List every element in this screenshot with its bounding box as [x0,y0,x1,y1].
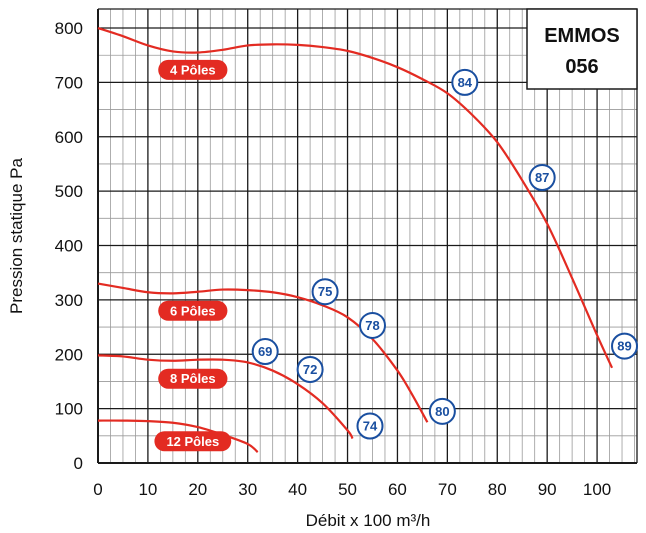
efficiency-marker-label: 78 [365,318,379,333]
efficiency-markers: 84 87 89 75 78 80 69 72 74 [251,68,639,440]
chart-title: EMMOS [544,25,620,47]
pole-label-pill [158,59,228,80]
x-tick-label: 10 [138,480,157,499]
efficiency-marker-circle [451,68,479,96]
y-tick-label: 600 [55,128,83,147]
efficiency-marker-circle [528,164,556,192]
efficiency-marker-circle [311,278,339,306]
efficiency-marker-label: 69 [258,344,272,359]
efficiency-marker: 72 [296,355,324,383]
x-tick-label: 70 [438,480,457,499]
efficiency-marker-circle [611,332,639,360]
efficiency-marker: 80 [428,397,456,425]
efficiency-marker: 87 [528,164,556,192]
efficiency-marker: 84 [451,68,479,96]
x-tick-label: 30 [238,480,257,499]
chart-subtitle: 056 [565,56,598,78]
y-tick-label: 700 [55,73,83,92]
performance-curves [97,26,614,453]
pole-label-text: 6 Pôles [170,303,216,318]
x-tick-label: 80 [488,480,507,499]
pole-label-text: 8 Pôles [170,371,216,386]
x-tick-label: 0 [93,480,102,499]
pole-label-pill [158,300,228,321]
y-tick-label: 200 [55,345,83,364]
pole-label: 12 Pôles [154,431,232,452]
efficiency-marker-label: 74 [363,419,378,434]
pole-label-text: 12 Pôles [166,434,219,449]
x-axis-label: Débit x 100 m³/h [306,511,431,530]
y-tick-label: 800 [55,19,83,38]
y-tick-label: 300 [55,291,83,310]
curve-4-p-les [97,26,614,369]
x-tick-label: 60 [388,480,407,499]
x-tick-label: 40 [288,480,307,499]
curve-12-p-les [97,419,259,453]
y-tick-label: 100 [55,400,83,419]
x-tick-label: 100 [583,480,611,499]
efficiency-marker-label: 75 [318,284,332,299]
major-gridlines [97,8,638,464]
efficiency-marker-label: 87 [535,170,549,185]
efficiency-marker-circle [428,397,456,425]
y-tick-label: 0 [74,454,83,473]
efficiency-marker-label: 89 [617,339,631,354]
curve-8-p-les [97,354,354,440]
title-box: EMMOS 056 [526,8,638,90]
pole-label-pill [158,368,228,389]
curve-6-p-les [97,282,429,423]
efficiency-marker-label: 72 [303,362,317,377]
tick-labels: 0 10 20 30 40 50 60 70 80 90 100 0 100 200 300 400 500 60… [55,19,612,499]
x-tick-label: 20 [188,480,207,499]
efficiency-marker-circle [296,355,324,383]
x-tick-label: 90 [538,480,557,499]
efficiency-marker-circle [251,338,279,366]
pole-label: 6 Pôles [158,300,228,321]
efficiency-marker: 89 [611,332,639,360]
efficiency-marker-circle [356,412,384,440]
y-axis-label: Pression statique Pa [7,157,26,313]
pole-label: 8 Pôles [158,368,228,389]
efficiency-marker: 78 [358,311,386,339]
efficiency-marker: 75 [311,278,339,306]
pole-label-text: 4 Pôles [170,62,216,77]
efficiency-marker: 69 [251,338,279,366]
efficiency-marker-label: 80 [435,404,449,419]
pole-labels: 4 Pôles 6 Pôles 8 Pôles 12 Pôles [154,59,232,452]
pole-label-pill [154,431,232,452]
y-tick-label: 400 [55,237,83,256]
pole-label: 4 Pôles [158,59,228,80]
y-tick-label: 500 [55,182,83,201]
efficiency-marker: 74 [356,412,384,440]
efficiency-marker-label: 84 [458,75,473,90]
title-box-background [526,8,638,90]
x-tick-label: 50 [338,480,357,499]
efficiency-marker-circle [358,311,386,339]
